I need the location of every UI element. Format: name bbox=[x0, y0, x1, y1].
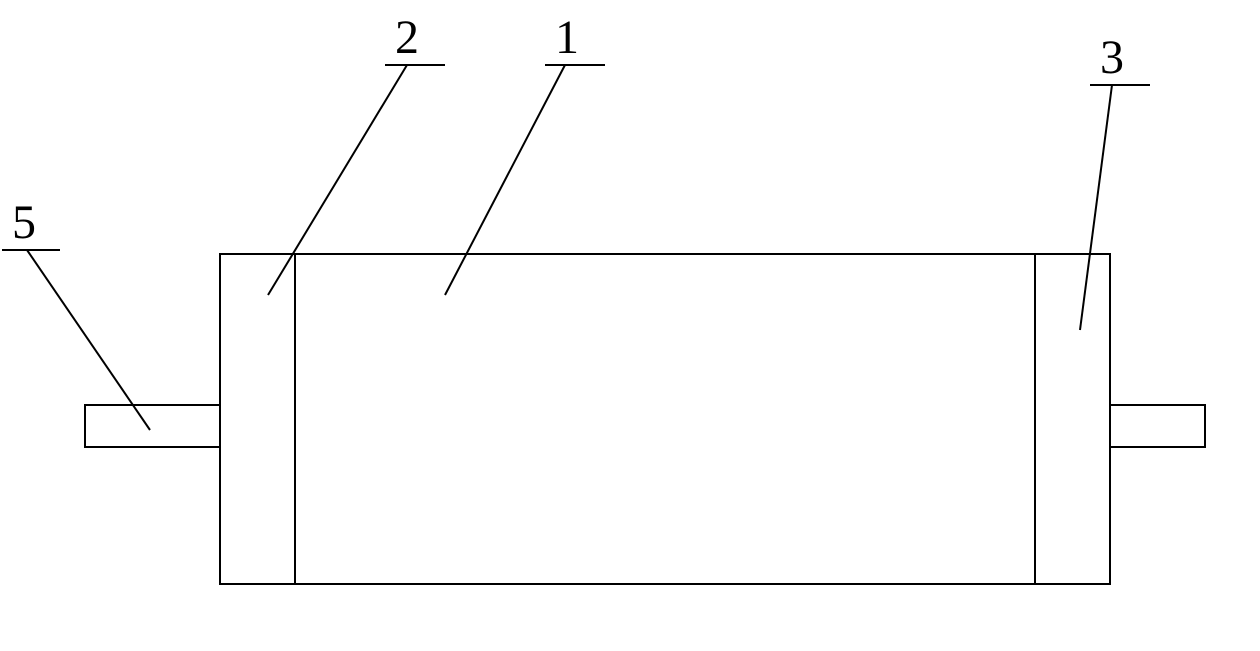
right-shaft-part bbox=[1110, 405, 1205, 447]
right-cap-part bbox=[1035, 254, 1110, 584]
label-1: 1 bbox=[555, 10, 579, 65]
label-5: 5 bbox=[12, 195, 36, 250]
label-3: 3 bbox=[1100, 30, 1124, 85]
diagram-svg bbox=[0, 0, 1260, 651]
main-body-part bbox=[295, 254, 1035, 584]
technical-diagram: 1 2 3 5 bbox=[0, 0, 1260, 651]
left-cap-part bbox=[220, 254, 295, 584]
label-2: 2 bbox=[395, 10, 419, 65]
left-shaft-part bbox=[85, 405, 220, 447]
label-5-leader bbox=[27, 250, 150, 430]
